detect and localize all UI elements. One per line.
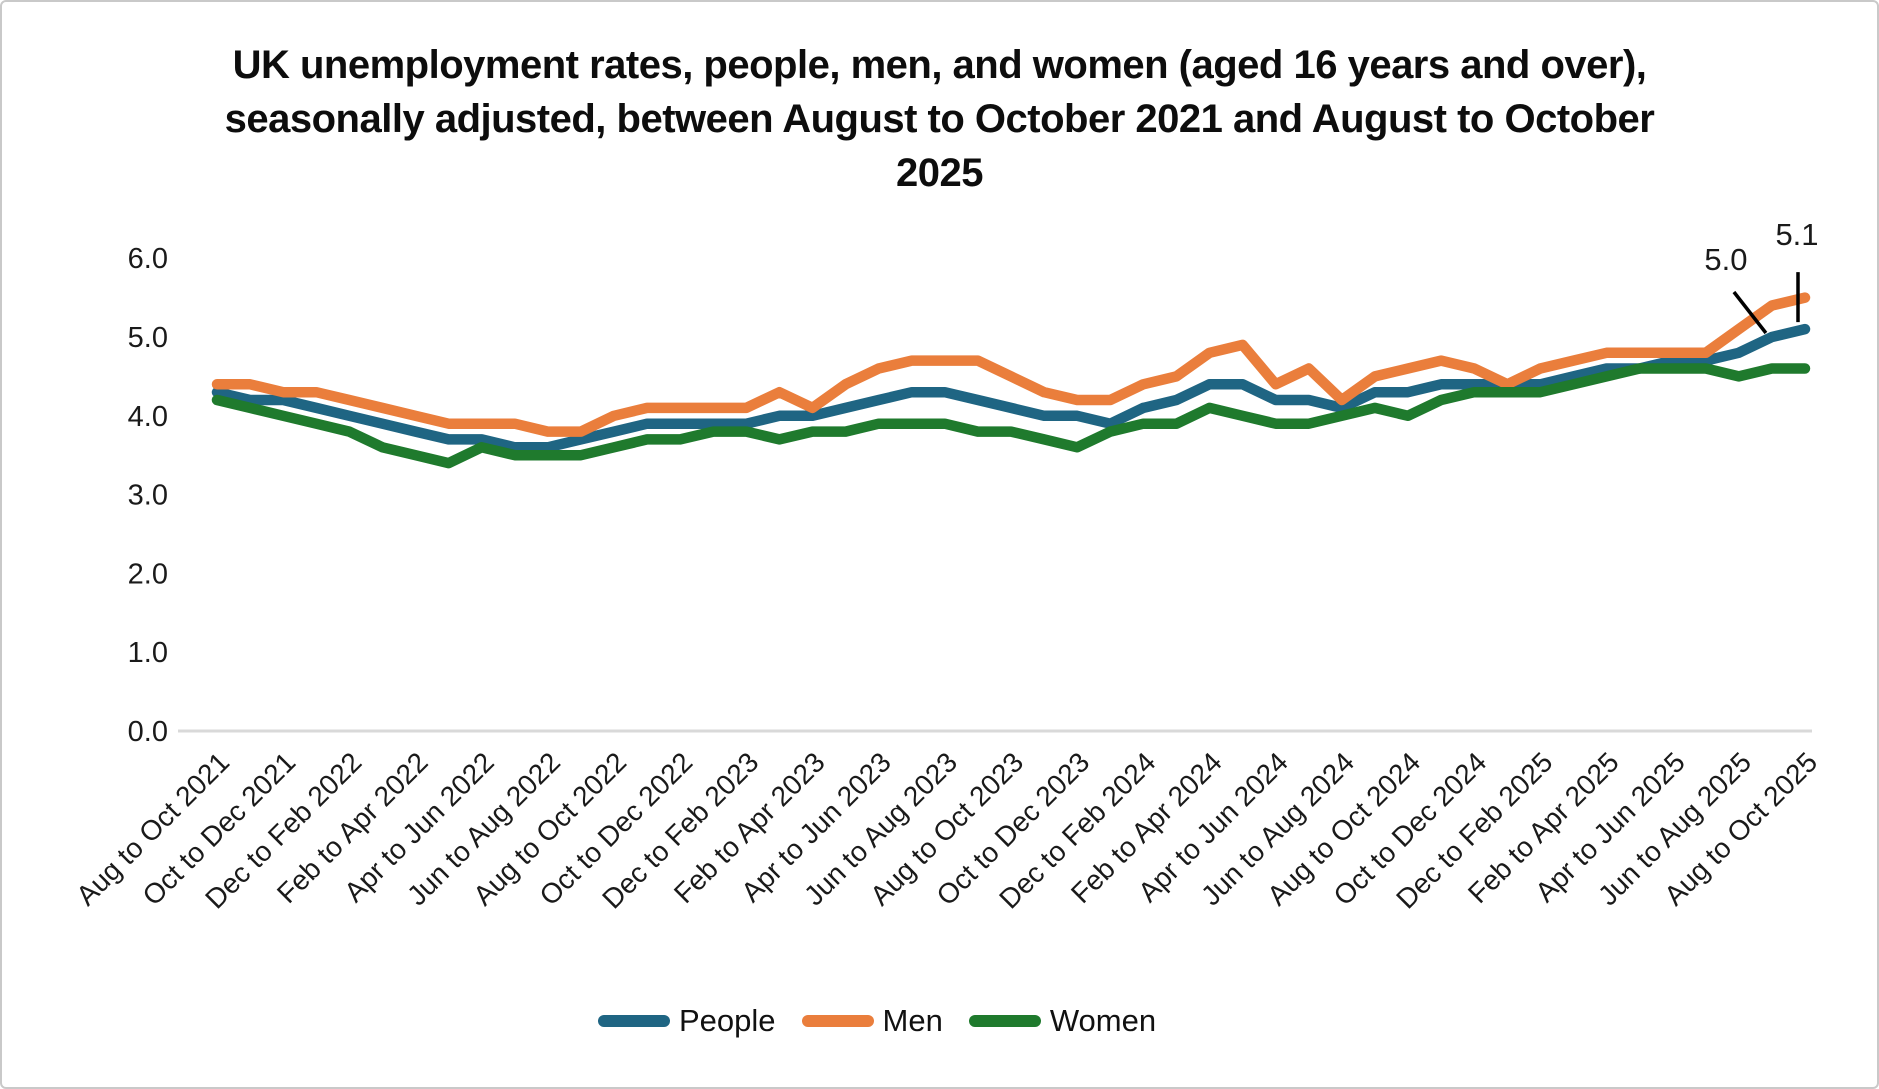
legend-item-men: Men	[801, 1003, 943, 1039]
people-line-swatch	[598, 1015, 670, 1027]
y-tick-label: 3.0	[128, 480, 168, 512]
series-line-men	[211, 292, 1811, 437]
series-line-women	[211, 363, 1811, 469]
chart-title-line-2: seasonally adjusted, between August to O…	[224, 97, 1655, 141]
women-line-swatch	[968, 1015, 1041, 1027]
chart-legend: People Men Women	[598, 1003, 1156, 1039]
y-tick-label: 2.0	[128, 558, 168, 590]
chart-title-line-3: 2025	[896, 151, 983, 195]
annotation-value-label: 5.0	[1704, 242, 1747, 277]
legend-label-men: Men	[882, 1003, 943, 1038]
y-tick-label: 6.0	[128, 243, 168, 275]
series-line-people	[211, 323, 1811, 453]
y-tick-label: 4.0	[128, 401, 168, 433]
men-line-swatch	[801, 1015, 874, 1027]
chart-title-line-1: UK unemployment rates, people, men, and …	[232, 43, 1647, 87]
data-annotations: 5.0 5.1	[1704, 217, 1819, 335]
legend-label-women: Women	[1049, 1003, 1157, 1038]
legend-item-women: Women	[968, 1003, 1157, 1039]
y-tick-label: 0.0	[128, 716, 168, 748]
legend-label-people: People	[679, 1003, 776, 1038]
y-tick-label: 1.0	[128, 637, 168, 669]
annotation-value-label: 5.1	[1775, 217, 1818, 252]
y-tick-label: 5.0	[128, 322, 168, 354]
annotation-leader-line	[1732, 290, 1768, 335]
series-lines	[211, 292, 1811, 469]
chart-title: UK unemployment rates, people, men, and …	[0, 38, 1879, 200]
legend-item-people: People	[598, 1003, 776, 1039]
y-axis-tick-labels: 6.0 5.0 4.0 3.0 2.0 1.0 0.0	[128, 243, 168, 748]
